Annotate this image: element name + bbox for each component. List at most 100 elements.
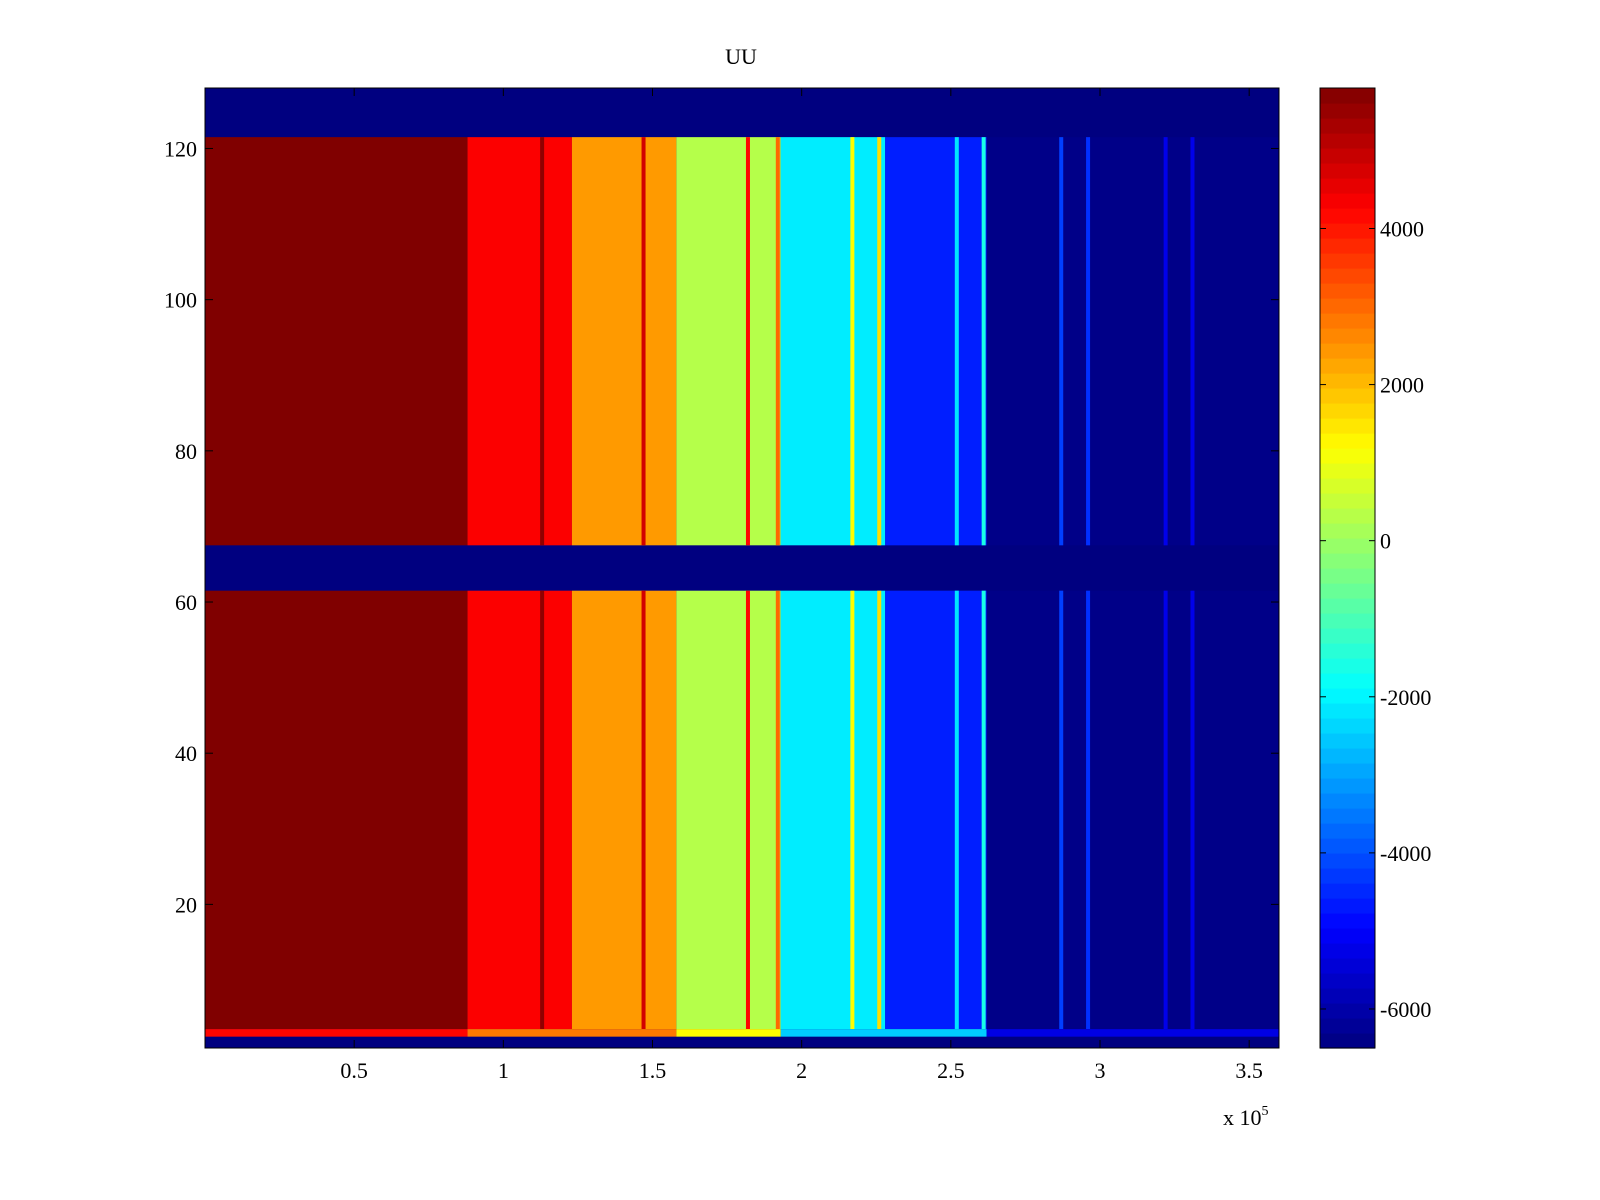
colorbar-segment [1320,928,1375,944]
x-exponent-power: 5 [1262,1104,1269,1119]
x-tick-label: 2 [796,1058,807,1083]
heatmap-column-line-1-3 [775,137,780,546]
colorbar-segment [1320,568,1375,584]
colorbar-tick-label: 4000 [1380,216,1424,241]
colorbar-segment [1320,838,1375,854]
colorbar-segment [1320,658,1375,674]
colorbar-segment [1320,553,1375,569]
x-exponent-label: x 105 [1223,1104,1269,1130]
colorbar-segment [1320,298,1375,314]
x-exponent-base: x 10 [1223,1105,1262,1130]
colorbar-segment [1320,523,1375,539]
colorbar-segment [1320,223,1375,239]
colorbar-segment [1320,763,1375,779]
heatmap-bottom-row-3 [780,1029,987,1037]
colorbar-segment [1320,793,1375,809]
x-tick-label: 0.5 [340,1058,368,1083]
heatmap-column-line-0-3 [775,590,780,1030]
colorbar-segment [1320,88,1375,104]
heatmap-column-line-1-7 [981,137,986,546]
heatmap-column-line-1-8 [1059,137,1064,546]
colorbar-segment [1320,778,1375,794]
axes: 0.5 1 1.5 2 2.5 3 3.5 20 40 60 80 100 120 [164,87,1280,1083]
colorbar-segment [1320,388,1375,404]
colorbar-segment [1320,448,1375,464]
colorbar-segment [1320,433,1375,449]
heatmap-cell-band-0-2 [571,590,677,1030]
heatmap-column-line-1-4 [850,137,855,546]
colorbar-segment [1320,898,1375,914]
heatmap-column-line-1-6 [954,137,959,546]
colorbar-segment [1320,823,1375,839]
heatmap-bottom-row-0 [205,1029,468,1037]
colorbar-segment [1320,733,1375,749]
y-tick-label: 40 [175,741,197,766]
heatmap-cell-band-0-6 [986,590,1279,1030]
colorbar-segment [1320,163,1375,179]
heatmap-cell-band-1-0 [205,137,468,546]
x-tick-label: 1.5 [639,1058,667,1083]
colorbar-segment [1320,238,1375,254]
colorbar-segment [1320,673,1375,689]
heatmap-column-line-0-2 [745,590,750,1030]
colorbar-segment [1320,958,1375,974]
colorbar-segment [1320,283,1375,299]
colorbar-segment [1320,268,1375,284]
x-tick-label: 3 [1095,1058,1106,1083]
colorbar-segment [1320,103,1375,119]
heatmap-bottom-row-1 [467,1029,677,1037]
y-tick-label: 120 [164,136,197,161]
colorbar-segment [1320,1033,1375,1049]
colorbar-segment [1320,373,1375,389]
colorbar-segment [1320,118,1375,134]
colorbar-segment [1320,178,1375,194]
heatmap-column-line-0-1 [641,590,646,1030]
heatmap-column-line-0-0 [540,590,545,1030]
colorbar-segment [1320,418,1375,434]
colorbar-segment [1320,988,1375,1004]
colorbar-frame [1319,87,1376,1049]
heatmap-cell-band-1-3 [676,137,781,546]
colorbar-tick-label: 2000 [1380,373,1424,398]
y-tick-label: 100 [164,288,197,313]
heatmap-column-line-0-10 [1163,590,1168,1030]
colorbar-segment [1320,358,1375,374]
colorbar-segment [1320,643,1375,659]
colorbar-tick-label: -6000 [1380,997,1431,1022]
colorbar-tick-label: -4000 [1380,841,1431,866]
colorbar-segment [1320,853,1375,869]
heatmap-column-line-0-4 [850,590,855,1030]
heatmap-column-line-1-1 [641,137,646,546]
colorbar-segment [1320,688,1375,704]
x-tick-label: 3.5 [1235,1058,1263,1083]
colorbar-segment [1320,868,1375,884]
heatmap-cell-band-0-5 [885,590,987,1030]
svg-text:x 105: x 105 [1223,1104,1269,1130]
colorbar-segment [1320,808,1375,824]
colorbar-tick-label: 0 [1380,529,1391,554]
colorbar-segment [1320,583,1375,599]
heatmap-column-line-0-5 [877,590,882,1030]
heatmap-column-line-1-0 [540,137,545,546]
heatmap-cell-band-1-4 [780,137,886,546]
colorbar-segment [1320,613,1375,629]
colorbar-segment [1320,1018,1375,1034]
colorbar-segment [1320,208,1375,224]
heatmap-bottom-row-2 [676,1029,781,1037]
chart-title: UU [725,44,757,69]
heatmap-bottom-row-4 [986,1029,1279,1037]
colorbar-segment [1320,493,1375,509]
heatmap-cell-band-1-5 [885,137,987,546]
heatmap-cell-band-1-6 [986,137,1279,546]
heatmap-column-line-0-6 [954,590,959,1030]
heatmap-cell-band-0-4 [780,590,886,1030]
y-tick-label: 20 [175,892,197,917]
plot-frame [204,87,1280,1049]
colorbar-segment [1320,718,1375,734]
colorbar: 4000 2000 0 -2000 -4000 -6000 [1319,87,1431,1049]
colorbar-segment [1320,133,1375,149]
heatmap-column-line-1-10 [1163,137,1168,546]
y-tick-label: 60 [175,590,197,615]
heatmap-cell-band-0-1 [467,590,572,1030]
